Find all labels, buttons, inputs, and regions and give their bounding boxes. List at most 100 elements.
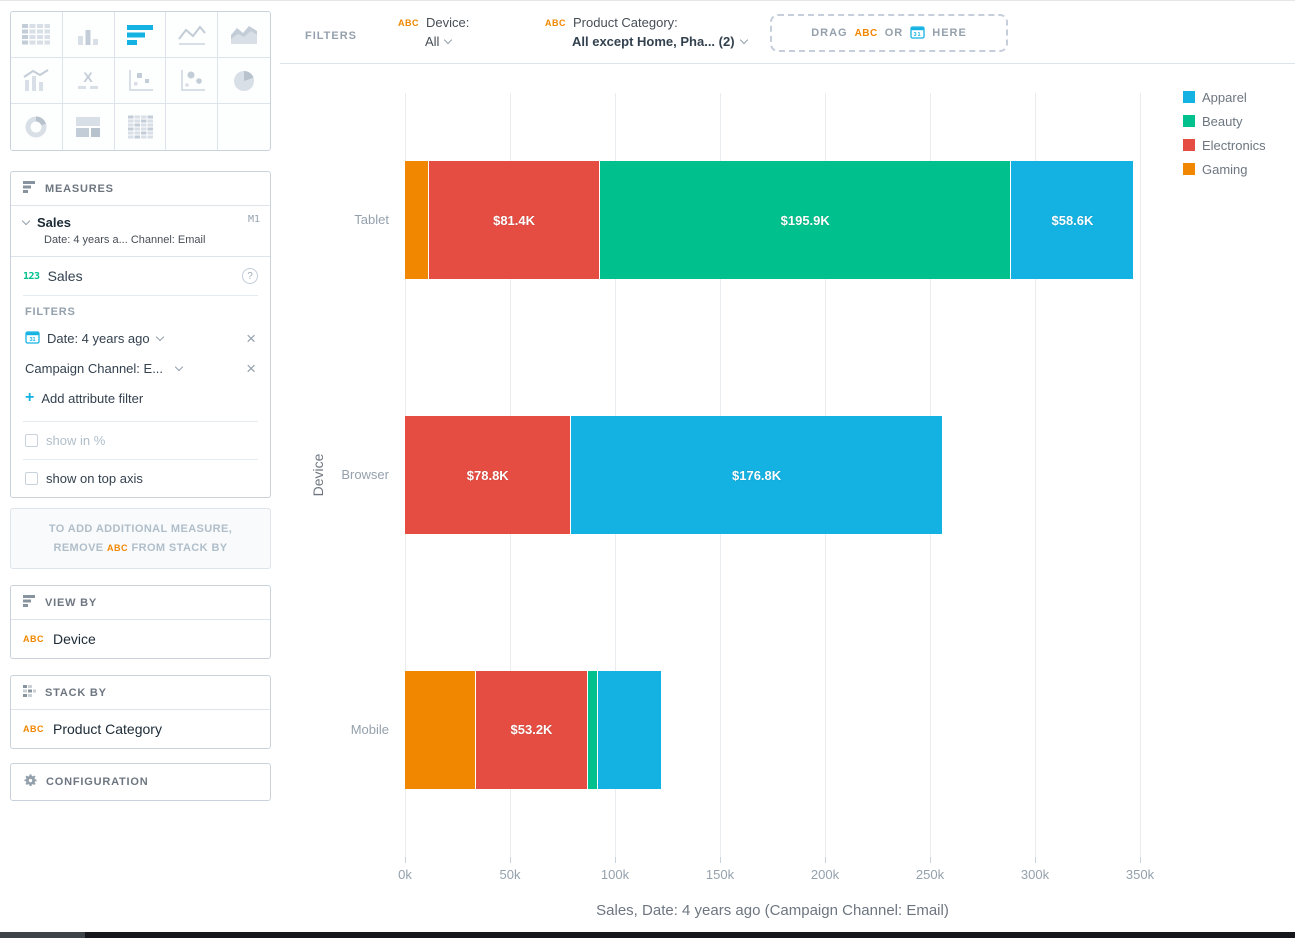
vis-type-donut[interactable] xyxy=(11,104,63,150)
bar-segment-browser-electronics[interactable]: $78.8K xyxy=(405,416,571,534)
vis-type-bubble[interactable] xyxy=(166,58,219,104)
x-axis-tick-label: 350k xyxy=(1125,867,1155,882)
bar-segment-mobile-beauty[interactable] xyxy=(586,670,597,789)
main-area: FILTERS ABC Device: All ABC Product Cate… xyxy=(280,1,1295,932)
x-axis-tick-label: 100k xyxy=(600,867,630,882)
filter-device-value: All xyxy=(425,34,440,49)
filter-product-category[interactable]: ABC Product Category: All except Home, P… xyxy=(545,15,748,49)
vis-type-pie[interactable] xyxy=(218,58,270,104)
chevron-down-icon xyxy=(739,35,748,44)
measure-subtitle: Date: 4 years a... Channel: Email xyxy=(44,234,206,246)
bar-segment-tablet-gaming[interactable] xyxy=(405,161,429,280)
vis-type-column[interactable] xyxy=(62,12,115,58)
show-in-percent-label: show in % xyxy=(46,433,106,448)
vis-type-scatter[interactable] xyxy=(114,58,167,104)
filter-product-category-value: All except Home, Pha... (2) xyxy=(572,34,735,49)
vis-type-treemap[interactable] xyxy=(62,104,115,150)
abc-badge: ABC xyxy=(398,17,419,28)
calendar-icon: 31 xyxy=(25,330,40,347)
x-axis-tick xyxy=(405,857,406,863)
bar-segment-mobile-electronics[interactable]: $53.2K xyxy=(475,670,587,789)
vis-type-combo[interactable] xyxy=(11,58,63,104)
sidebar: X MEASURES Sales M1 Date: 4 years a... C… xyxy=(0,1,280,938)
bar-data-label: $78.8K xyxy=(466,467,509,483)
vis-picker-empty-cell xyxy=(166,104,219,150)
stack-by-grid-icon xyxy=(23,685,37,700)
vis-type-bar-active[interactable] xyxy=(114,12,167,58)
bar-data-label: $58.6K xyxy=(1051,212,1094,228)
gridline xyxy=(1140,93,1141,857)
x-axis-tick xyxy=(1035,857,1036,863)
fact-label: Sales xyxy=(47,268,83,284)
chevron-down-icon xyxy=(444,35,453,44)
help-icon[interactable]: ? xyxy=(242,268,258,284)
remove-date-filter-icon[interactable]: × xyxy=(246,329,256,348)
attribute-filter-row[interactable]: Campaign Channel: E... × xyxy=(25,360,256,377)
chart-legend: Apparel Beauty Electronics Gaming xyxy=(1183,85,1266,181)
legend-item-beauty[interactable]: Beauty xyxy=(1183,109,1266,133)
chevron-down-icon[interactable] xyxy=(21,216,31,225)
filter-device-title: Device: xyxy=(426,15,470,30)
vis-type-line[interactable] xyxy=(166,12,219,58)
measure-card-sales[interactable]: Sales M1 Date: 4 years a... Channel: Ema… xyxy=(11,206,270,257)
x-axis-tick xyxy=(510,857,511,863)
y-axis-category-label: Tablet xyxy=(354,212,389,228)
view-by-item-label: Device xyxy=(53,631,96,648)
bar-segment-tablet-electronics[interactable]: $81.4K xyxy=(428,161,600,280)
legend-item-gaming[interactable]: Gaming xyxy=(1183,157,1266,181)
abc-badge: ABC xyxy=(107,542,129,553)
divider xyxy=(23,421,258,422)
x-axis-tick-label: 200k xyxy=(810,867,840,882)
bar-segment-tablet-beauty[interactable]: $195.9K xyxy=(599,161,1011,280)
bar-segment-mobile-apparel[interactable] xyxy=(596,670,662,789)
measure-id-badge: M1 xyxy=(247,214,260,225)
vis-type-area[interactable] xyxy=(218,12,270,58)
configuration-header[interactable]: CONFIGURATION xyxy=(11,764,270,800)
legend-item-apparel[interactable]: Apparel xyxy=(1183,85,1266,109)
show-on-top-axis-row[interactable]: show on top axis xyxy=(11,460,270,497)
filter-drop-zone[interactable]: DRAG ABC OR 31 HERE xyxy=(770,14,1008,52)
divider xyxy=(23,459,258,460)
bar-segment-mobile-gaming[interactable] xyxy=(405,670,476,789)
measure-fact-row[interactable]: 123 Sales ? xyxy=(11,257,270,295)
show-on-top-axis-checkbox[interactable] xyxy=(25,472,38,485)
stacked-bar-chart: 0k 50k 100k 150k 200k 250k 300k 350k Tablet Brows… xyxy=(280,64,1295,932)
visualization-picker: X xyxy=(10,11,271,151)
view-by-bars-icon xyxy=(23,595,37,610)
abc-badge: ABC xyxy=(23,634,44,645)
legend-swatch xyxy=(1183,91,1195,103)
numeric-type-icon: 123 xyxy=(23,270,40,282)
bar-data-label: $81.4K xyxy=(493,212,536,228)
svg-text:31: 31 xyxy=(29,337,35,343)
svg-text:X: X xyxy=(84,69,94,85)
bar-segment-browser-apparel[interactable]: $176.8K xyxy=(570,416,942,534)
bar-segment-tablet-apparel[interactable]: $58.6K xyxy=(1010,161,1134,280)
bar-data-label: $176.8K xyxy=(732,467,782,483)
svg-text:31: 31 xyxy=(914,32,922,38)
date-filter-row[interactable]: 31 Date: 4 years ago × xyxy=(25,330,256,347)
vis-type-headline[interactable]: X xyxy=(62,58,115,104)
calendar-icon: 31 xyxy=(910,25,925,42)
add-attribute-filter-label: Add attribute filter xyxy=(41,390,144,406)
remove-attribute-filter-icon[interactable]: × xyxy=(246,359,256,378)
vis-type-heatmap[interactable] xyxy=(114,104,167,150)
show-in-percent-checkbox xyxy=(25,434,38,447)
legend-label: Beauty xyxy=(1202,113,1243,129)
date-filter-label: Date: 4 years ago xyxy=(47,331,150,346)
abc-badge: ABC xyxy=(854,27,878,39)
measure-name: Sales xyxy=(37,215,71,230)
stack-by-item-product-category[interactable]: ABC Product Category xyxy=(11,710,270,748)
filter-device[interactable]: ABC Device: All xyxy=(398,15,469,49)
view-by-item-device[interactable]: ABC Device xyxy=(11,620,270,658)
chevron-down-icon xyxy=(174,362,184,371)
configuration-panel: CONFIGURATION xyxy=(10,763,271,802)
vis-picker-empty-cell xyxy=(218,104,270,150)
measure-filters-label: FILTERS xyxy=(25,306,76,318)
add-attribute-filter-button[interactable]: + Add attribute filter xyxy=(25,390,256,406)
legend-item-electronics[interactable]: Electronics xyxy=(1183,133,1266,157)
bottom-edge-bar-segment xyxy=(0,932,85,938)
show-on-top-axis-label: show on top axis xyxy=(46,471,143,486)
vis-type-table[interactable] xyxy=(11,12,63,58)
bar-data-label: $53.2K xyxy=(510,722,553,738)
y-axis-category-label: Mobile xyxy=(350,721,389,737)
